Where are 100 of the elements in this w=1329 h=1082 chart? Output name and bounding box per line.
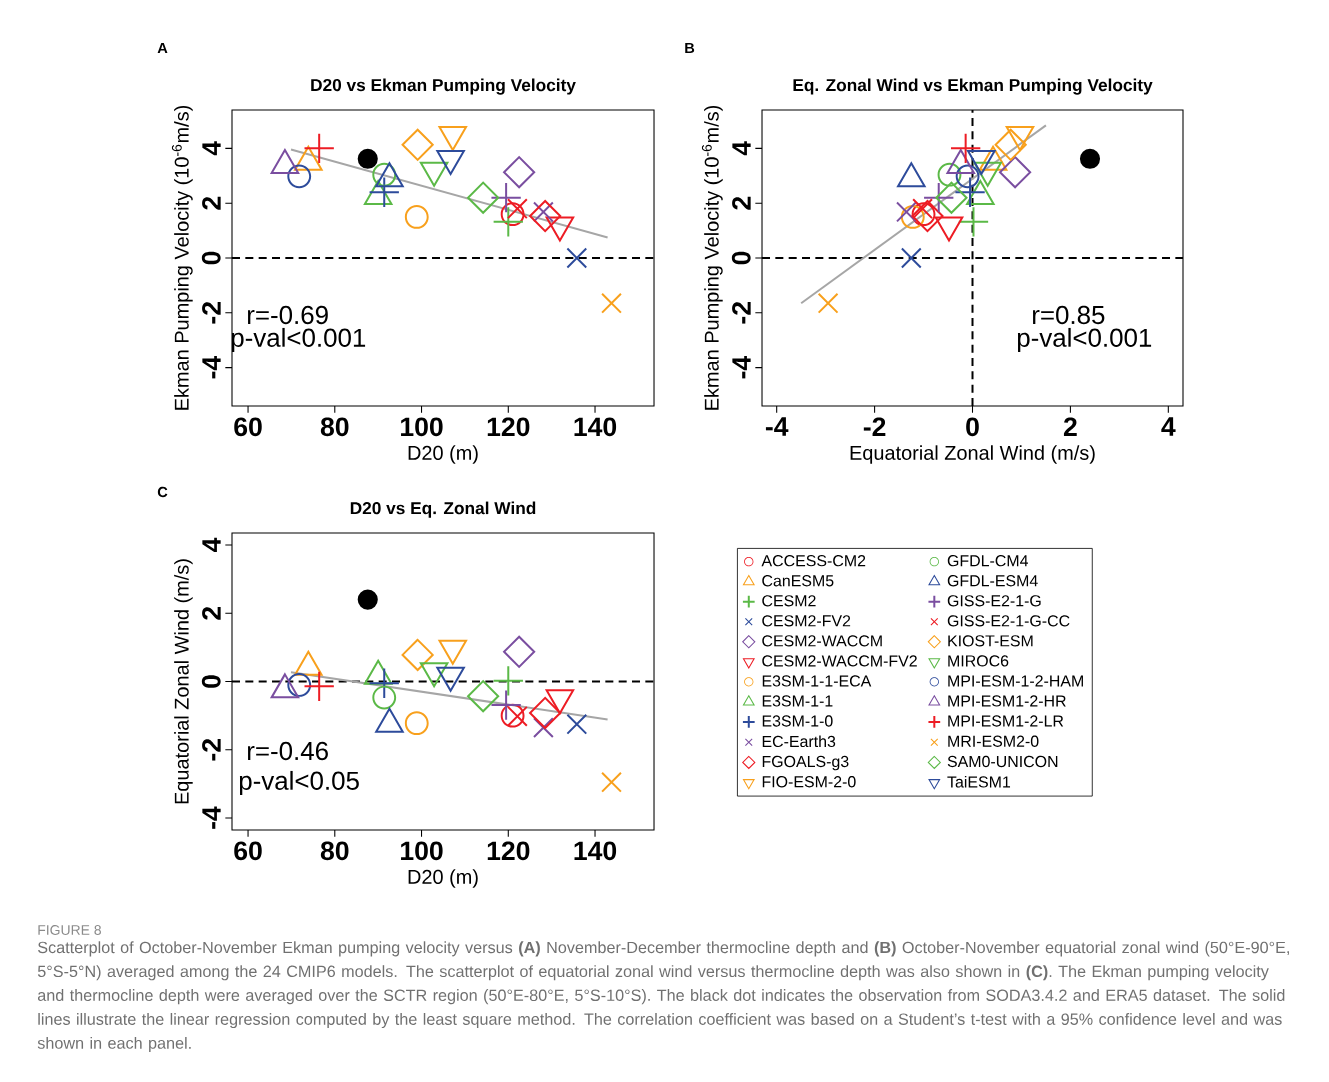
point — [491, 690, 521, 720]
y-tick-label: 2 — [202, 606, 221, 620]
point — [357, 148, 378, 169]
legend-label: MPI-ESM-1-2-HAM — [948, 675, 1083, 687]
x-tick-label: 4 — [1161, 417, 1176, 436]
point — [493, 207, 523, 237]
point — [401, 638, 434, 671]
point — [357, 589, 378, 610]
y-tick-label: 2 — [732, 196, 751, 210]
point — [999, 156, 1032, 189]
y-tick-label: -2 — [202, 302, 221, 324]
point — [911, 199, 944, 233]
legend-label: KIOST-ESM — [948, 635, 1033, 647]
point — [304, 133, 334, 164]
y-tick-label: 0 — [201, 251, 221, 265]
point — [304, 671, 334, 701]
legend-label: GISS-E2-1-G — [947, 595, 1041, 607]
legend-label: GFDL-CM4 — [947, 555, 1029, 567]
legend-label: CESM2-FV2 — [762, 615, 851, 627]
point — [401, 128, 434, 161]
point — [566, 247, 588, 269]
chart-title: D20 vs Eq. Zonal Wind — [350, 501, 536, 518]
text: Scatterplot of October-November Ekman pumping velocity versus (A) November-December thermocline depth and (B) October-November equatorial zonal wind (50°E-90°E, 5°S-5°N) averaged among the 24 CMIP6 models. The scatterplot of equatorial zonal wind versus thermocline depth was also shown in (C). The Ekman pumping velocity and thermocline depth were averaged over the SCTR region (50°E-80°E, 5°S-10°S). The black dot indicates the observation from SODA3.4.2 and ERA5 dataset. The solid lines illustrate the linear regression computed by the least square method. The correlation coefficient was based on a Student’s t-test with a 95% confidence level and was shown in each panel. — [37, 941, 1289, 1053]
point — [935, 181, 968, 214]
x-axis-title: D20 (m) — [408, 445, 478, 464]
point — [994, 128, 1027, 161]
legend-label: E3SM-1-1-ECA — [762, 675, 872, 687]
point — [1079, 148, 1101, 169]
y-tick-label: 0 — [201, 675, 221, 688]
point — [529, 199, 562, 233]
y-axis-title: Ekman Pumping Velocity (10$^{-6}$m/s) — [171, 105, 193, 410]
x-tick-label: 0 — [966, 417, 979, 437]
point — [532, 201, 554, 223]
x-tick-label: 120 — [487, 417, 530, 437]
x-tick-label: -2 — [863, 417, 886, 436]
point — [955, 177, 985, 207]
caption: FIGURE 8 — [38, 925, 101, 935]
legend-label: CanESM5 — [762, 575, 834, 587]
x-tick-label: 80 — [320, 417, 349, 437]
y-tick-label: -2 — [732, 302, 751, 324]
text: B — [685, 42, 695, 54]
annotation: p-val<0.05 — [239, 770, 359, 796]
legend-label: EC-Earth3 — [762, 735, 836, 748]
legend-label: GFDL-ESM4 — [947, 575, 1038, 587]
point — [529, 696, 562, 730]
x-tick-label: -4 — [765, 417, 789, 436]
legend-label: E3SM-1-1 — [762, 695, 833, 707]
legend-label: MIROC6 — [948, 655, 1009, 667]
y-axis-title: Equatorial Zonal Wind (m/s) — [174, 559, 193, 804]
x-tick-label: 80 — [320, 841, 349, 861]
legend-label: GISS-E2-1-G-CC — [947, 615, 1070, 627]
chart-title: D20 vs Ekman Pumping Velocity — [311, 78, 576, 95]
annotation: p-val<0.001 — [1017, 327, 1152, 353]
y-tick-label: -4 — [732, 355, 751, 379]
point — [958, 207, 989, 237]
legend-label: CESM2-WACCM-FV2 — [762, 655, 917, 667]
x-tick-label: 60 — [234, 417, 262, 437]
annotation: r=0.85 — [1033, 305, 1105, 325]
text: A — [157, 42, 168, 54]
point — [493, 666, 523, 696]
y-tick-label: 2 — [202, 196, 221, 210]
x-tick-label: 100 — [401, 417, 443, 437]
point — [506, 705, 528, 727]
annotation: r=-0.69 — [248, 305, 328, 325]
legend-label: FGOALS-g3 — [762, 755, 849, 771]
point — [467, 680, 500, 713]
x-tick-label: 60 — [234, 841, 262, 861]
point — [369, 177, 399, 207]
point — [566, 713, 588, 735]
y-tick-label: -4 — [202, 806, 221, 829]
chart-title: Eq. Zonal Wind vs Ekman Pumping Velocity — [793, 78, 1153, 95]
legend-label: CESM2 — [762, 595, 816, 607]
point — [467, 181, 500, 214]
y-tick-label: 0 — [731, 251, 751, 265]
x-tick-label: 2 — [1063, 417, 1077, 436]
point — [503, 635, 536, 668]
x-axis-title: D20 (m) — [408, 869, 478, 888]
point — [369, 668, 399, 698]
y-axis-title: Ekman Pumping Velocity (10$^{-6}$m/s) — [701, 105, 723, 410]
point — [601, 771, 622, 793]
legend-label: ACCESS-CM2 — [761, 555, 866, 567]
legend-label: MRI-ESM2-0 — [948, 735, 1039, 747]
annotation: p-val<0.001 — [231, 327, 366, 353]
text: C — [157, 486, 168, 498]
legend-label: TaiESM1 — [947, 775, 1011, 788]
y-tick-label: 4 — [202, 141, 221, 156]
point — [506, 198, 528, 220]
point — [900, 247, 922, 269]
point — [491, 183, 521, 213]
annotation: r=-0.46 — [248, 741, 328, 761]
legend-label: MPI-ESM1-2-LR — [948, 715, 1064, 727]
y-tick-label: 4 — [732, 141, 751, 156]
point — [503, 156, 536, 189]
legend-label: FIO-ESM-2-0 — [762, 776, 856, 788]
x-tick-label: 140 — [574, 417, 617, 437]
point — [601, 292, 622, 314]
legend-label: MPI-ESM1-2-HR — [948, 695, 1066, 707]
point — [950, 133, 981, 164]
legend-label: E3SM-1-0 — [762, 715, 833, 727]
x-axis-title: Equatorial Zonal Wind (m/s) — [850, 445, 1095, 464]
